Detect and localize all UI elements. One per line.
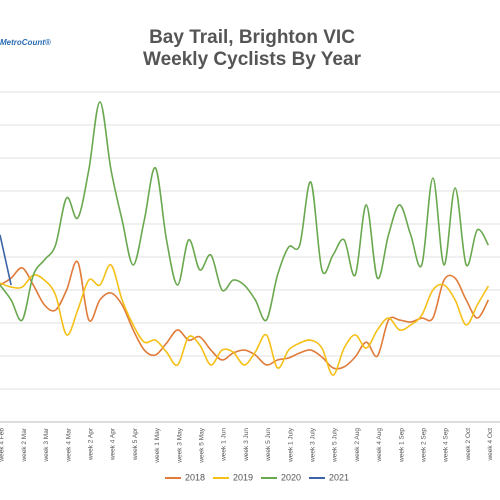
x-tick-label: week 1 July (287, 427, 294, 463)
x-tick-label: week 4 Apr (110, 427, 117, 461)
x-tick-label: week 5 Jun (265, 428, 272, 462)
x-tick-label: week 1 Jun (221, 428, 228, 462)
x-tick-label: week 2 Sep (421, 428, 428, 463)
x-tick-label: week 5 July (332, 427, 339, 463)
x-tick-label: week 3 Jun (243, 428, 250, 462)
x-tick-label: week 4 Aug (376, 428, 383, 463)
chart-title: Weekly Cyclists By Year (143, 49, 362, 70)
x-tick-label: week 4 Sep (443, 428, 450, 463)
x-tick-label: week 3 May (176, 427, 183, 463)
series-line (0, 234, 12, 286)
x-tick-label: week 4 Feb (0, 428, 6, 463)
x-tick-label: week 2 Apr (88, 427, 95, 461)
legend-label: 2020 (281, 472, 301, 482)
x-tick-label: week 3 Mar (43, 427, 50, 462)
x-tick-label: week 4 Mar (65, 427, 72, 462)
chart-title: Bay Trail, Brighton VIC (149, 27, 355, 48)
legend-label: 2019 (233, 472, 253, 482)
x-tick-label: week 2 Mar (21, 427, 28, 462)
legend-label: 2018 (185, 472, 205, 482)
series-line (0, 260, 490, 370)
series-line (0, 101, 490, 322)
legend-label: 2021 (329, 472, 349, 482)
logo: MetroCount® (0, 38, 51, 47)
x-tick-label: week 1 Sep (398, 428, 405, 463)
x-tick-label: week 5 May (199, 427, 206, 463)
x-tick-label: week 1 May (154, 427, 161, 463)
x-tick-label: week 2 Oct (465, 428, 472, 462)
series-line (0, 264, 490, 376)
x-tick-label: week 5 Apr (132, 427, 139, 461)
x-tick-label: week 2 Aug (354, 428, 361, 463)
x-tick-label: week 4 Oct (487, 428, 494, 462)
x-tick-label: week 3 July (310, 427, 317, 463)
